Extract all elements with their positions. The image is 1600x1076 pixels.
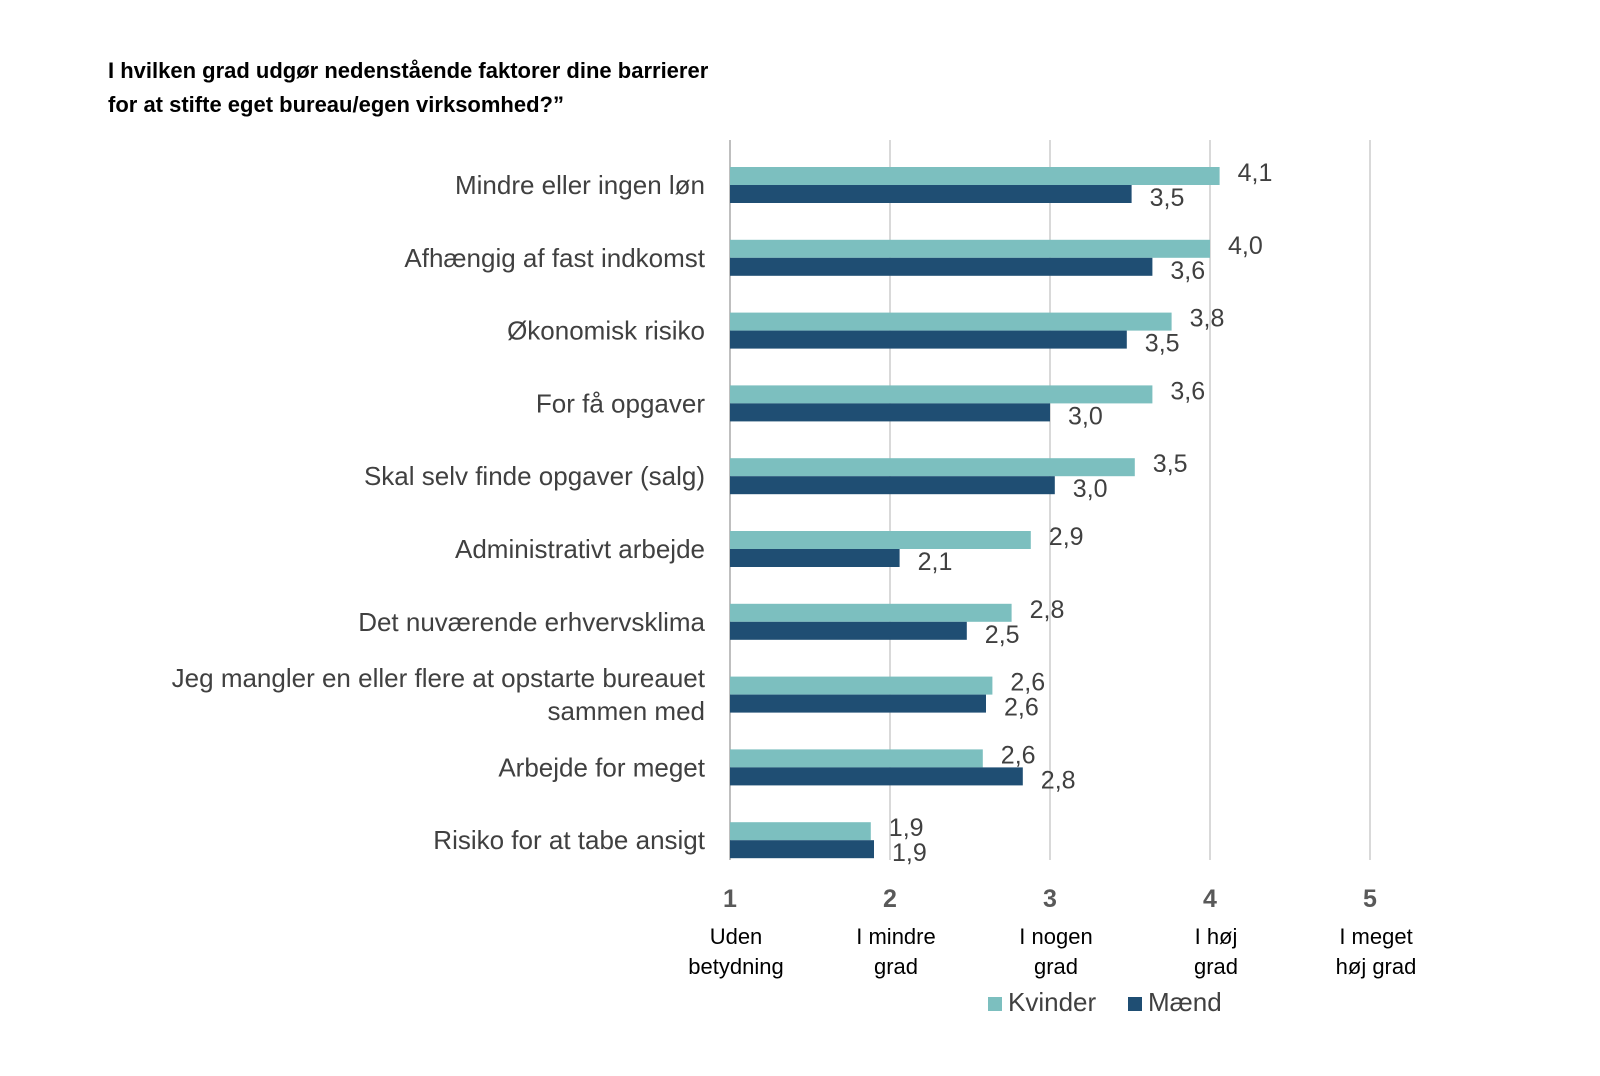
data-label: 2,8 [1041, 766, 1076, 794]
bar-maend [730, 621, 967, 640]
bar-maend [730, 330, 1127, 349]
bar-kvinder [730, 312, 1172, 331]
bar-kvinder [730, 239, 1210, 258]
legend-label: Kvinder [1008, 987, 1096, 1017]
bar-kvinder [730, 603, 1012, 622]
x-tick-description: grad [1194, 954, 1238, 979]
x-tick-description: grad [1034, 954, 1078, 979]
data-label: 3,0 [1068, 402, 1103, 430]
data-label: 4,0 [1228, 232, 1263, 260]
bar-maend [730, 694, 986, 713]
category-label: For få opgaver [536, 388, 705, 418]
title-line: I hvilken grad udgør nedenstående faktor… [108, 58, 709, 83]
bar-maend [730, 403, 1050, 422]
category-labels: Mindre eller ingen løn Afhængig af fast i… [172, 170, 706, 855]
category-label: sammen med [548, 696, 706, 726]
data-label: 2,9 [1049, 523, 1084, 551]
legend-label: Mænd [1148, 987, 1222, 1017]
data-label: 2,5 [985, 621, 1020, 649]
x-tick-description: I nogen [1019, 924, 1092, 949]
x-tick-label: 1 [723, 885, 737, 913]
data-label: 2,6 [1001, 741, 1036, 769]
data-label: 3,5 [1150, 184, 1185, 212]
data-label: 2,8 [1030, 596, 1065, 624]
data-label: 3,0 [1073, 475, 1108, 503]
x-tick-description: I mindre [856, 924, 935, 949]
value-labels: 4,13,54,03,63,83,53,63,03,53,02,92,12,82… [889, 159, 1273, 867]
legend-swatch [1128, 997, 1142, 1011]
category-label: Jeg mangler en eller flere at opstarte b… [172, 663, 706, 693]
data-label: 2,6 [1004, 694, 1039, 722]
data-label: 3,6 [1170, 377, 1205, 405]
bar-kvinder [730, 458, 1135, 477]
data-label: 2,6 [1010, 669, 1045, 697]
chart-title: I hvilken grad udgør nedenstående faktor… [108, 58, 709, 117]
category-label: Administrativt arbejde [455, 534, 705, 564]
data-label: 2,1 [918, 548, 953, 576]
bar-kvinder [730, 749, 983, 768]
bars [730, 167, 1220, 859]
bar-maend [730, 185, 1132, 203]
x-tick-label: 2 [883, 885, 897, 913]
legend-swatch [988, 997, 1002, 1011]
bar-maend [730, 549, 900, 567]
legend: Kvinder Mænd [988, 987, 1222, 1017]
category-label: Afhængig af fast indkomst [404, 243, 705, 273]
x-tick-label: 3 [1043, 885, 1057, 913]
category-label: Risiko for at tabe ansigt [433, 825, 705, 855]
category-label: Mindre eller ingen løn [455, 170, 705, 200]
data-label: 3,5 [1145, 330, 1180, 358]
x-tick-label: 5 [1363, 885, 1377, 913]
category-label: Det nuværende erhvervsklima [358, 607, 705, 637]
x-tick-description: Uden [710, 924, 763, 949]
category-label: Skal selv finde opgaver (salg) [364, 461, 705, 491]
title-line: for at stifte eget bureau/egen virksomhe… [108, 92, 564, 117]
bar-maend [730, 476, 1055, 495]
bar-kvinder [730, 822, 871, 841]
data-label: 1,9 [889, 814, 924, 842]
bar-kvinder [730, 167, 1220, 185]
bar-kvinder [730, 531, 1031, 549]
bar-kvinder [730, 385, 1153, 404]
category-label: Arbejde for meget [498, 752, 705, 782]
bar-maend [730, 840, 874, 859]
category-label: Økonomisk risiko [507, 316, 705, 346]
x-tick-description: grad [874, 954, 918, 979]
x-tick-description: høj grad [1336, 954, 1417, 979]
data-label: 3,8 [1190, 305, 1225, 333]
data-label: 1,9 [892, 839, 927, 867]
x-axis-ticks: 1 Uden betydning 2 I mindre grad 3 I nogen grad 4… [688, 885, 1416, 979]
bar-maend [730, 767, 1023, 786]
bar-maend [730, 257, 1153, 276]
data-label: 4,1 [1238, 159, 1273, 187]
bar-kvinder [730, 676, 993, 695]
x-tick-description: I høj [1195, 924, 1238, 949]
x-tick-label: 4 [1203, 885, 1217, 913]
x-tick-description: betydning [688, 954, 783, 979]
data-label: 3,5 [1153, 450, 1188, 478]
data-label: 3,6 [1170, 257, 1205, 285]
x-tick-description: I meget [1339, 924, 1412, 949]
